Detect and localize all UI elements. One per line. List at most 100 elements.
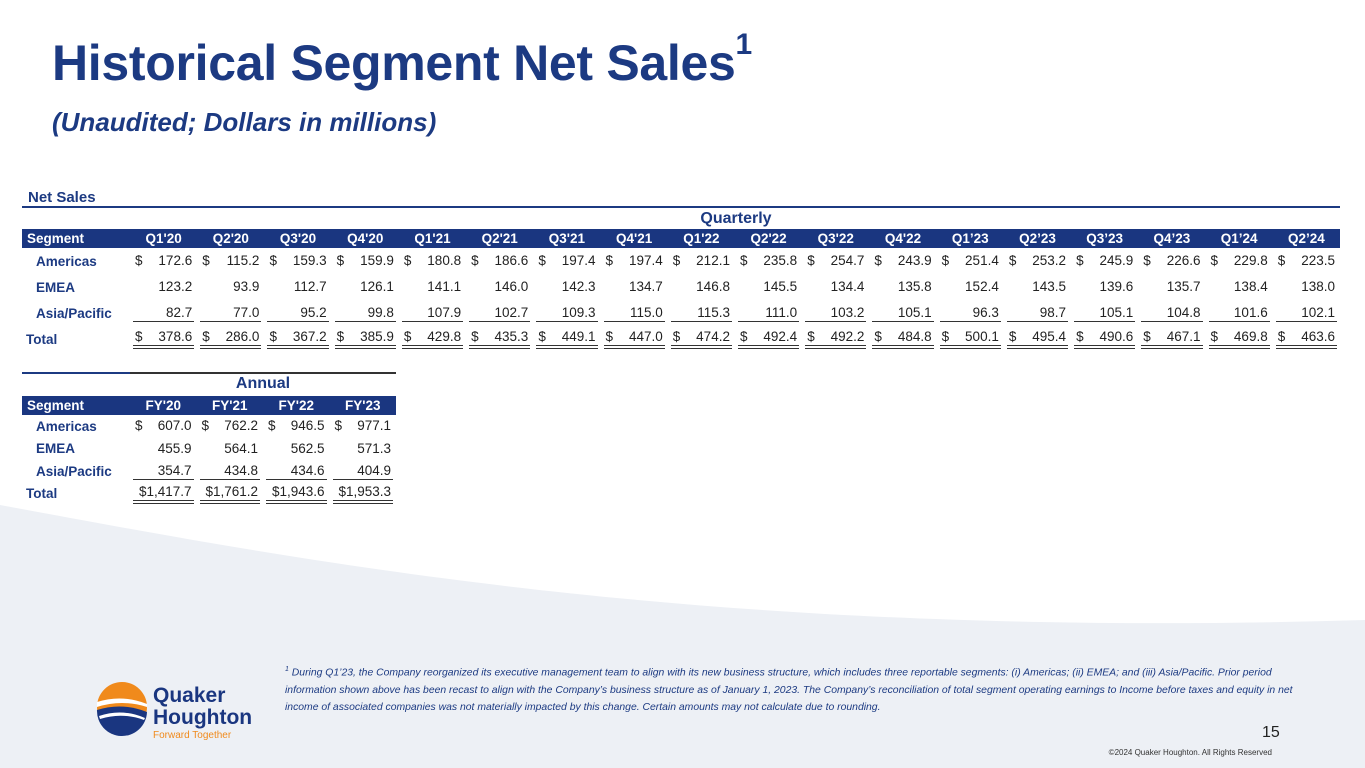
currency-symbol: $	[1143, 253, 1151, 268]
value-cell: 96.3	[937, 300, 1004, 326]
value: 226.6	[1166, 253, 1201, 268]
column-header: FY'20	[130, 396, 197, 415]
value-cell: $447.0	[601, 326, 668, 352]
value-cell: 77.0	[197, 300, 264, 326]
value-cell: $159.9	[332, 248, 399, 274]
value: 434.8	[224, 462, 258, 478]
column-header: Q1’24	[1205, 229, 1273, 248]
value: 286.0	[225, 329, 260, 344]
value: 223.5	[1301, 253, 1335, 268]
currency-symbol: $	[135, 329, 143, 344]
value: 101.6	[1233, 304, 1268, 320]
value-cell: 111.0	[735, 300, 802, 326]
value-cell: $251.4	[937, 248, 1004, 274]
column-header: Q3’23	[1071, 229, 1139, 248]
value-cell: 142.3	[533, 274, 600, 300]
value: 102.1	[1301, 304, 1335, 320]
value: 455.9	[157, 440, 192, 456]
value: 143.5	[1032, 279, 1067, 294]
column-header: Q2'22	[734, 229, 803, 248]
value: 112.7	[293, 279, 327, 294]
currency-symbol: $	[202, 253, 210, 268]
value-cell: 104.8	[1138, 300, 1205, 326]
value: 229.8	[1233, 253, 1268, 268]
currency-symbol: $	[1210, 253, 1219, 268]
value: 109.3	[561, 304, 596, 320]
currency-symbol: $	[1277, 329, 1286, 344]
currency-symbol: $	[201, 418, 210, 434]
column-header: FY'23	[329, 396, 396, 415]
value: 186.6	[494, 253, 529, 268]
value: 434.6	[290, 462, 325, 478]
value: 139.6	[1099, 279, 1134, 294]
value-cell: 143.5	[1004, 274, 1071, 300]
value: 469.8	[1233, 329, 1268, 344]
currency-symbol: $	[739, 329, 748, 344]
value-cell: 434.8	[197, 460, 264, 483]
currency-symbol: $	[538, 253, 546, 268]
table-row: Total $378.6 $286.0 $367.2 $385.9 $429.8 $435.…	[22, 326, 1340, 352]
value: 134.7	[628, 279, 663, 294]
value-cell: 115.0	[601, 300, 668, 326]
value-cell: $946.5	[263, 415, 330, 438]
value-cell: $1,953.3	[330, 483, 397, 506]
value-cell: $495.4	[1004, 326, 1071, 352]
copyright: ©2024 Quaker Houghton. All Rights Reserv…	[1108, 748, 1272, 757]
value: 435.3	[494, 329, 529, 344]
currency-symbol: $	[672, 329, 681, 344]
currency-symbol: $	[807, 253, 815, 268]
column-header: Q2'21	[466, 229, 534, 248]
currency-symbol: $	[269, 329, 277, 344]
value: 146.0	[494, 279, 529, 294]
value-cell: $226.6	[1138, 248, 1205, 274]
header-row: Segment FY'20 FY'21 FY'22 FY'23	[22, 396, 396, 415]
value-cell: $229.8	[1206, 248, 1273, 274]
value-cell: $367.2	[264, 326, 331, 352]
value-cell: $467.1	[1138, 326, 1205, 352]
currency-symbol: $	[605, 329, 614, 344]
currency-symbol: $	[1008, 253, 1017, 268]
column-header: Q2’23	[1003, 229, 1072, 248]
annual-divider	[130, 372, 396, 374]
value-cell: 107.9	[399, 300, 466, 326]
value: 495.4	[1032, 329, 1067, 344]
currency-symbol: $	[1076, 329, 1084, 344]
value-cell: 455.9	[130, 438, 197, 461]
currency-symbol: $	[807, 329, 815, 344]
value-cell: 103.2	[802, 300, 869, 326]
table-row: Americas $172.6 $115.2 $159.3 $159.9 $180.8 $1…	[22, 248, 1340, 274]
page-number: 15	[1262, 724, 1280, 741]
section-divider	[22, 206, 1340, 208]
value-cell: 105.1	[1071, 300, 1138, 326]
segment-label: Americas	[36, 418, 97, 434]
value-cell: 145.5	[735, 274, 802, 300]
value: 607.0	[157, 418, 192, 434]
quarterly-group-label: Quarterly	[700, 210, 772, 227]
value: 159.3	[292, 253, 327, 268]
segment-label: Asia/Pacific	[36, 463, 112, 479]
section-heading: Net Sales	[28, 189, 96, 206]
value: 104.8	[1166, 304, 1201, 320]
value-cell: $463.6	[1273, 326, 1340, 352]
currency-symbol: $	[403, 253, 412, 268]
value: 253.2	[1032, 253, 1067, 268]
value-cell: $243.9	[869, 248, 936, 274]
annual-group-label: Annual	[235, 375, 291, 392]
value: 135.8	[897, 279, 932, 294]
column-header: FY'22	[263, 396, 330, 415]
value: 367.2	[292, 329, 327, 344]
value-cell: $186.6	[466, 248, 533, 274]
currency-symbol: $	[471, 329, 479, 344]
value-cell: 146.0	[466, 274, 533, 300]
value-cell: $492.2	[802, 326, 869, 352]
segment-label: EMEA	[36, 279, 76, 295]
value: 354.7	[157, 462, 192, 478]
value: 123.2	[158, 279, 193, 294]
value: 145.5	[763, 279, 798, 294]
column-header: Q4'22	[869, 229, 937, 248]
value-cell: 126.1	[332, 274, 399, 300]
value: 463.6	[1301, 329, 1335, 344]
value: 99.8	[367, 304, 394, 320]
currency-symbol: $	[135, 418, 143, 434]
